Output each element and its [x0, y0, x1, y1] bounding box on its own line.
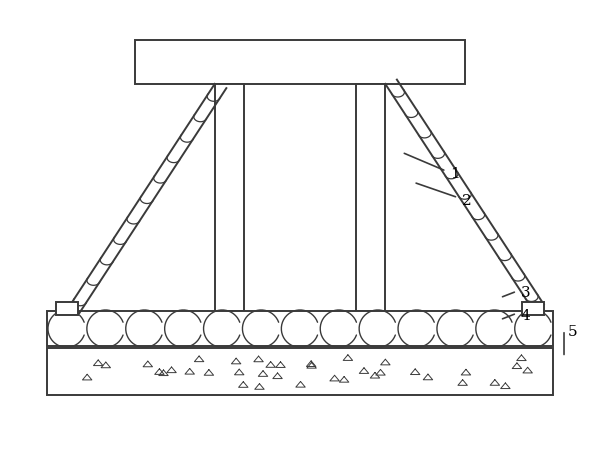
Text: 3: 3	[521, 286, 530, 300]
Text: 5: 5	[568, 325, 577, 339]
Text: 1: 1	[450, 167, 460, 181]
Bar	[136, 40, 464, 84]
Bar	[56, 302, 79, 315]
Bar	[521, 302, 544, 315]
Text: 2: 2	[462, 194, 472, 208]
Text: 4: 4	[521, 309, 530, 323]
Bar	[215, 84, 244, 311]
Bar	[356, 84, 385, 311]
Bar	[47, 311, 553, 346]
Bar	[47, 348, 553, 395]
